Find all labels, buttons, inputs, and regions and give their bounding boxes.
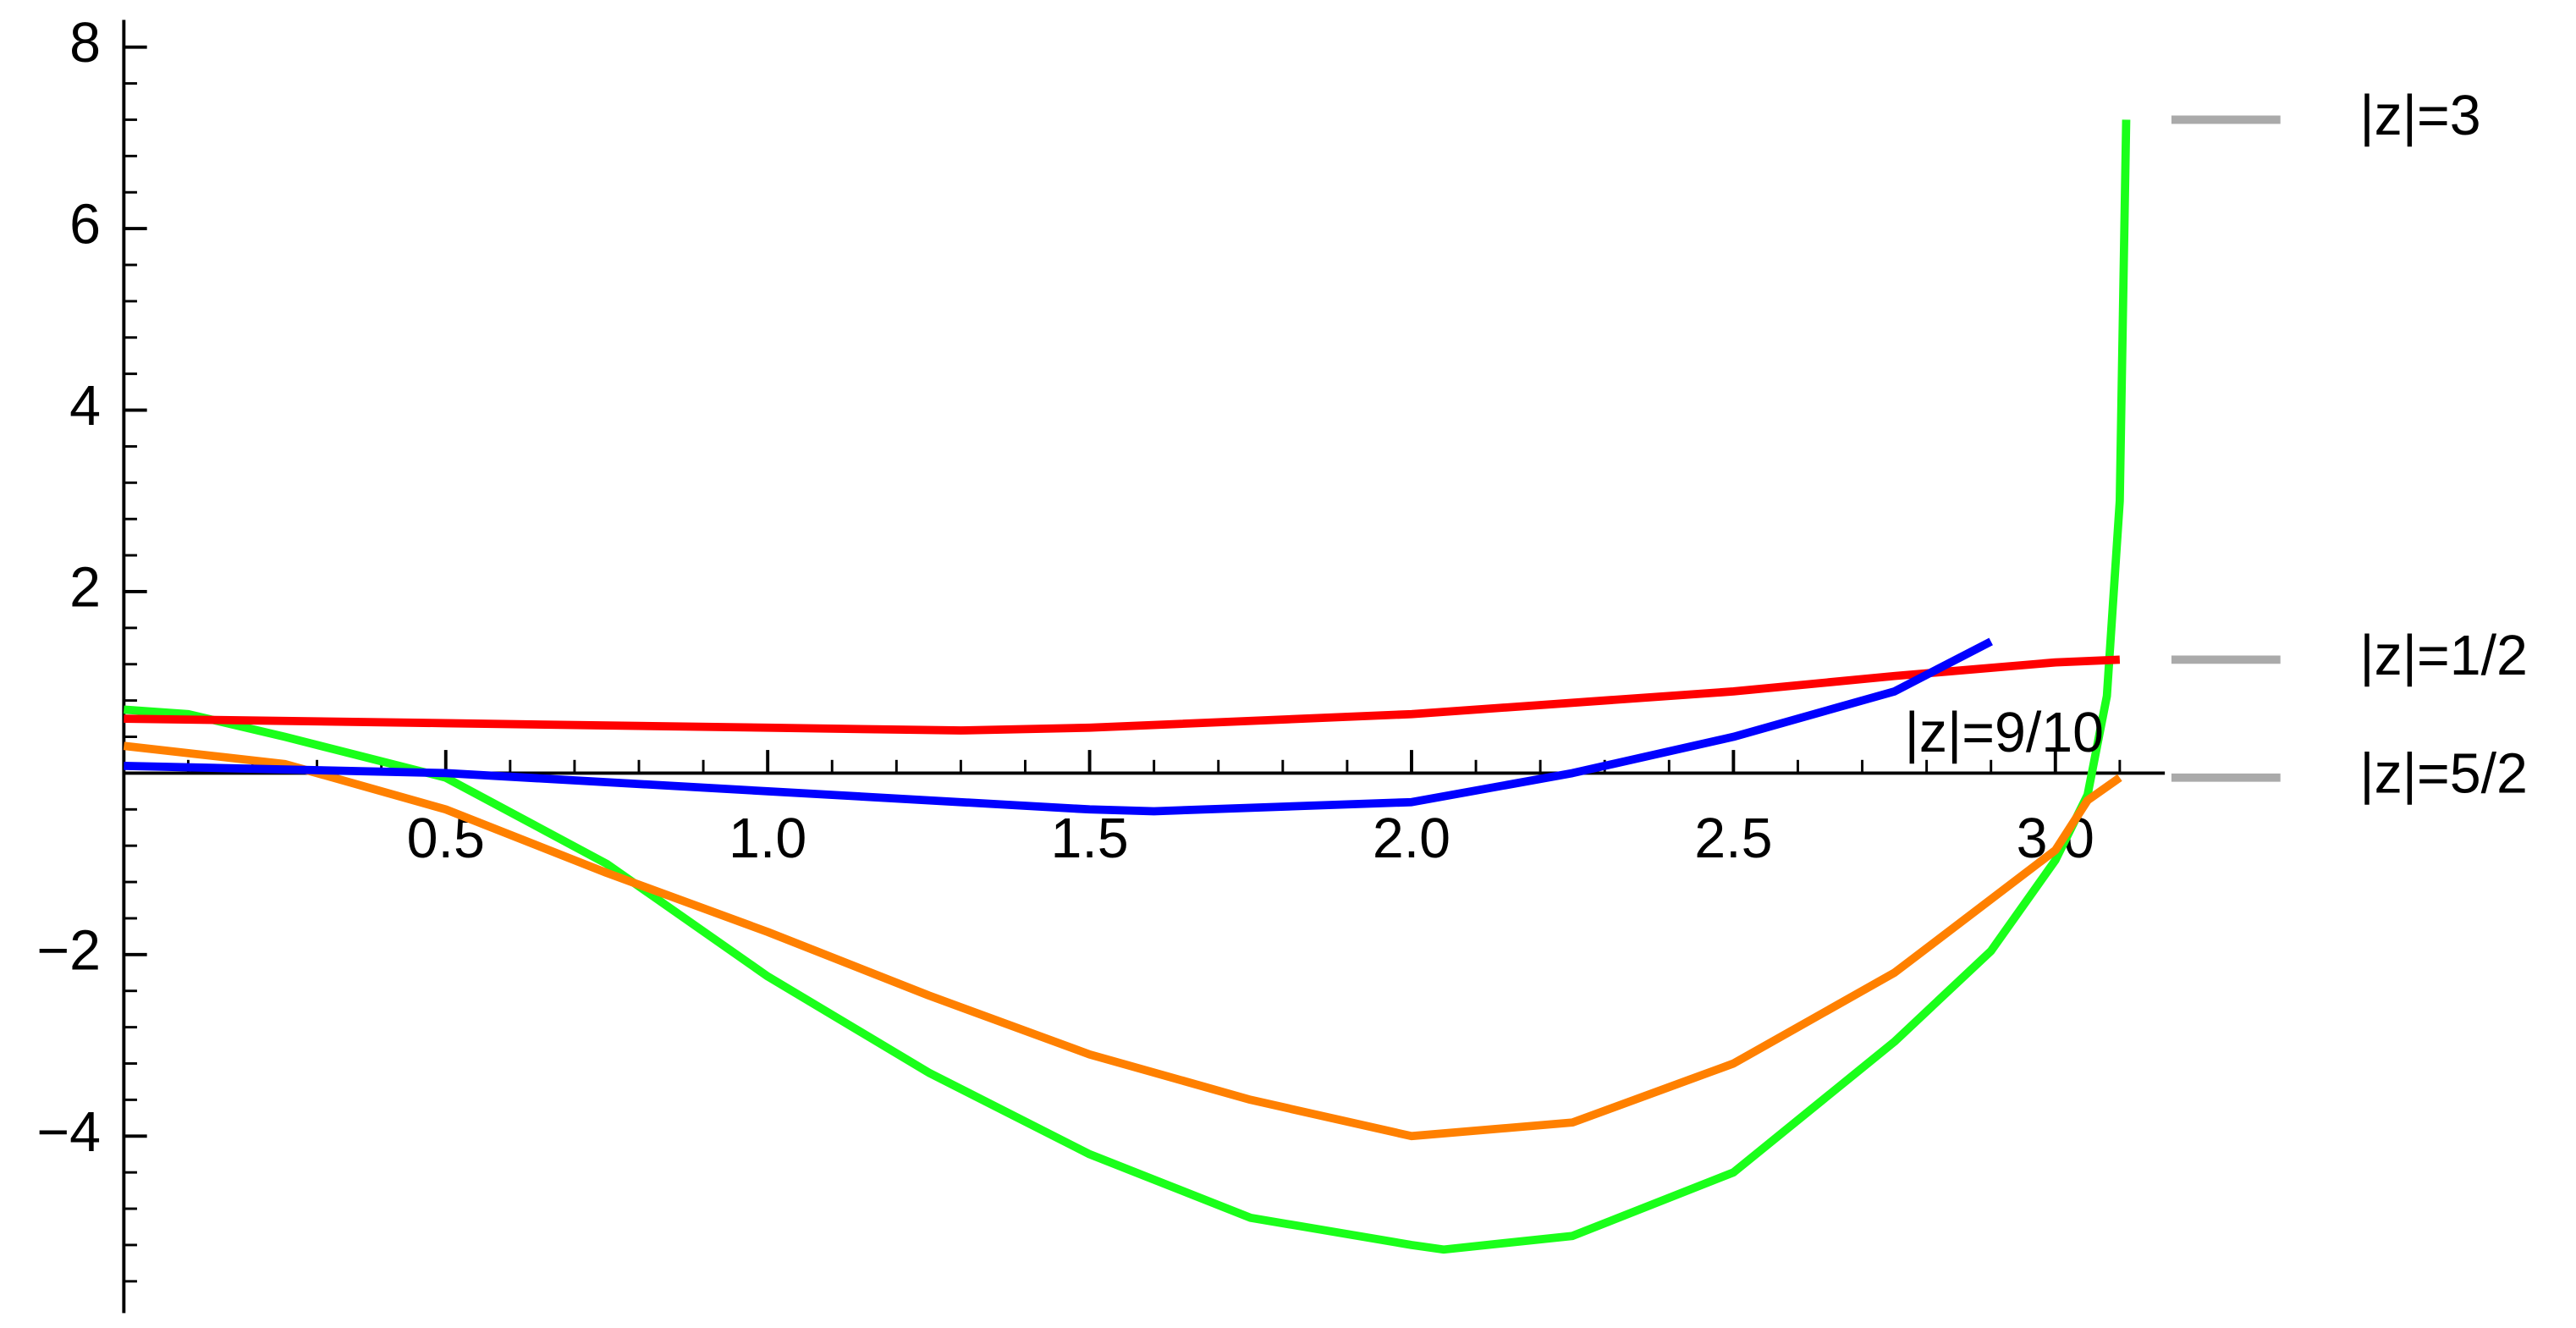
series-label: |z|=9/10 bbox=[1905, 702, 2104, 764]
y-tick-label: 8 bbox=[69, 12, 101, 74]
y-tick-label: 2 bbox=[69, 557, 101, 620]
x-tick-label: 1.5 bbox=[1050, 807, 1128, 870]
x-tick-label: 2.5 bbox=[1694, 807, 1772, 870]
line-series bbox=[123, 741, 2122, 1141]
series-label: |z|=1/2 bbox=[2359, 625, 2528, 687]
line-series bbox=[124, 637, 1993, 816]
y-tick-label: −2 bbox=[36, 919, 101, 982]
y-tick-label: 4 bbox=[69, 375, 101, 438]
y-tick-label: −4 bbox=[36, 1101, 101, 1164]
x-tick-label: 2.0 bbox=[1373, 807, 1450, 870]
y-tick-label: 6 bbox=[69, 194, 101, 256]
x-tick-label: 1.0 bbox=[729, 807, 806, 870]
series-label: |z|=3 bbox=[2359, 85, 2480, 147]
line-series bbox=[124, 655, 2121, 735]
series-label: |z|=5/2 bbox=[2359, 742, 2528, 805]
